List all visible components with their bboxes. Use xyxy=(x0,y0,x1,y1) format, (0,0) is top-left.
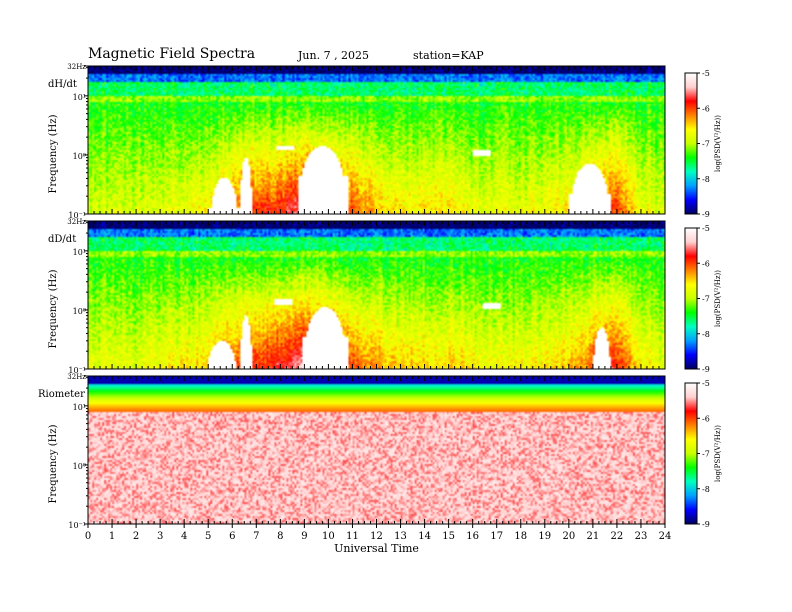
y-tick-label: 10¹ xyxy=(73,403,86,412)
colorbar-label: log(PSD(V²/Hz)) xyxy=(714,115,722,172)
x-tick-label: 16 xyxy=(466,531,479,542)
colorbar-tick-label: -9 xyxy=(702,365,710,374)
x-tick-label: 13 xyxy=(394,531,407,542)
x-tick-label: 3 xyxy=(157,531,163,542)
x-tick-label: 6 xyxy=(229,531,235,542)
x-tick-label: 14 xyxy=(418,531,431,542)
colorbar-label: log(PSD(V²/Hz)) xyxy=(714,270,722,327)
colorbar-tick-label: -9 xyxy=(702,210,710,219)
x-tick-label: 19 xyxy=(538,531,551,542)
station-label: station=KAP xyxy=(413,49,484,62)
y-tick-label: 32Hz xyxy=(67,218,86,226)
panel-riometer: 32Hz 10¹ 10⁰ 10⁻¹ Riometer Frequency (Hz) -5 -6… xyxy=(38,373,722,530)
colorbar-tick-label: -7 xyxy=(702,140,710,149)
colorbar xyxy=(684,72,698,215)
spectrogram-heatmap xyxy=(88,376,665,524)
y-tick-label: 10⁰ xyxy=(73,152,86,161)
y-axis-label: Frequency (Hz) xyxy=(48,424,59,503)
y-tick-label: 10⁰ xyxy=(73,307,86,316)
x-tick-label: 2 xyxy=(133,531,139,542)
y-tick-label: 10⁰ xyxy=(73,462,86,471)
colorbar-tick-label: -6 xyxy=(702,104,710,113)
x-tick-label: 23 xyxy=(635,531,648,542)
x-tick-label: 1 xyxy=(109,531,115,542)
x-tick-label: 18 xyxy=(514,531,527,542)
colorbar-tick-label: -7 xyxy=(702,295,710,304)
y-tick-label: 10⁻¹ xyxy=(68,366,86,375)
panel-dh-dt: 32Hz 10¹ 10⁰ 10⁻¹ dH/dt Frequency (Hz) -5 -6 -7 -… xyxy=(48,63,722,220)
x-tick-label: 24 xyxy=(659,531,672,542)
colorbar-tick-label: -8 xyxy=(702,175,710,184)
x-tick-label: 7 xyxy=(253,531,259,542)
colorbar-tick-label: -7 xyxy=(702,450,710,459)
y-tick-label: 32Hz xyxy=(67,373,86,381)
x-tick-label: 10 xyxy=(322,531,335,542)
y-tick-label: 10⁻¹ xyxy=(68,211,86,220)
colorbar-tick-label: -5 xyxy=(702,69,710,78)
x-tick-label: 11 xyxy=(346,531,359,542)
colorbar-tick-label: -5 xyxy=(702,379,710,388)
y-tick-label: 10¹ xyxy=(73,248,86,257)
panel-label: dD/dt xyxy=(48,234,76,245)
x-tick-label: 0 xyxy=(85,531,91,542)
spectrogram-heatmap xyxy=(88,66,665,214)
panel-label: dH/dt xyxy=(48,79,77,90)
colorbar xyxy=(684,382,698,525)
colorbar-tick-label: -5 xyxy=(702,224,710,233)
y-tick-label: 10¹ xyxy=(73,93,86,102)
x-tick-label: 5 xyxy=(205,531,211,542)
y-axis-label: Frequency (Hz) xyxy=(48,269,59,348)
y-axis-label: Frequency (Hz) xyxy=(48,114,59,193)
panel-dd-dt: 32Hz 10¹ 10⁰ 10⁻¹ dD/dt Frequency (Hz) -5 -6 -7 -… xyxy=(48,218,722,375)
x-tick-label: 17 xyxy=(490,531,503,542)
colorbar-tick-label: -8 xyxy=(702,330,710,339)
colorbar xyxy=(684,227,698,370)
x-tick-label: 20 xyxy=(562,531,575,542)
x-axis-label: Universal Time xyxy=(334,542,419,555)
x-tick-label: 21 xyxy=(587,531,600,542)
chart-title: Magnetic Field Spectra xyxy=(88,46,256,62)
date-label: Jun. 7 , 2025 xyxy=(298,49,370,62)
y-tick-label: 10⁻¹ xyxy=(68,521,86,530)
colorbar-tick-label: -6 xyxy=(702,259,710,268)
x-tick-label: 12 xyxy=(370,531,383,542)
x-tick-label: 4 xyxy=(181,531,187,542)
y-tick-label: 32Hz xyxy=(67,63,86,71)
x-tick-label: 9 xyxy=(301,531,307,542)
x-tick-label: 22 xyxy=(611,531,624,542)
colorbar-tick-label: -8 xyxy=(702,485,710,494)
colorbar-tick-label: -6 xyxy=(702,414,710,423)
colorbar-label: log(PSD(V²/Hz)) xyxy=(714,425,722,482)
x-tick-label: 15 xyxy=(442,531,455,542)
spectrogram-heatmap xyxy=(88,221,665,369)
colorbar-tick-label: -9 xyxy=(702,520,710,529)
panel-label: Riometer xyxy=(38,389,85,400)
x-tick-label: 8 xyxy=(277,531,283,542)
